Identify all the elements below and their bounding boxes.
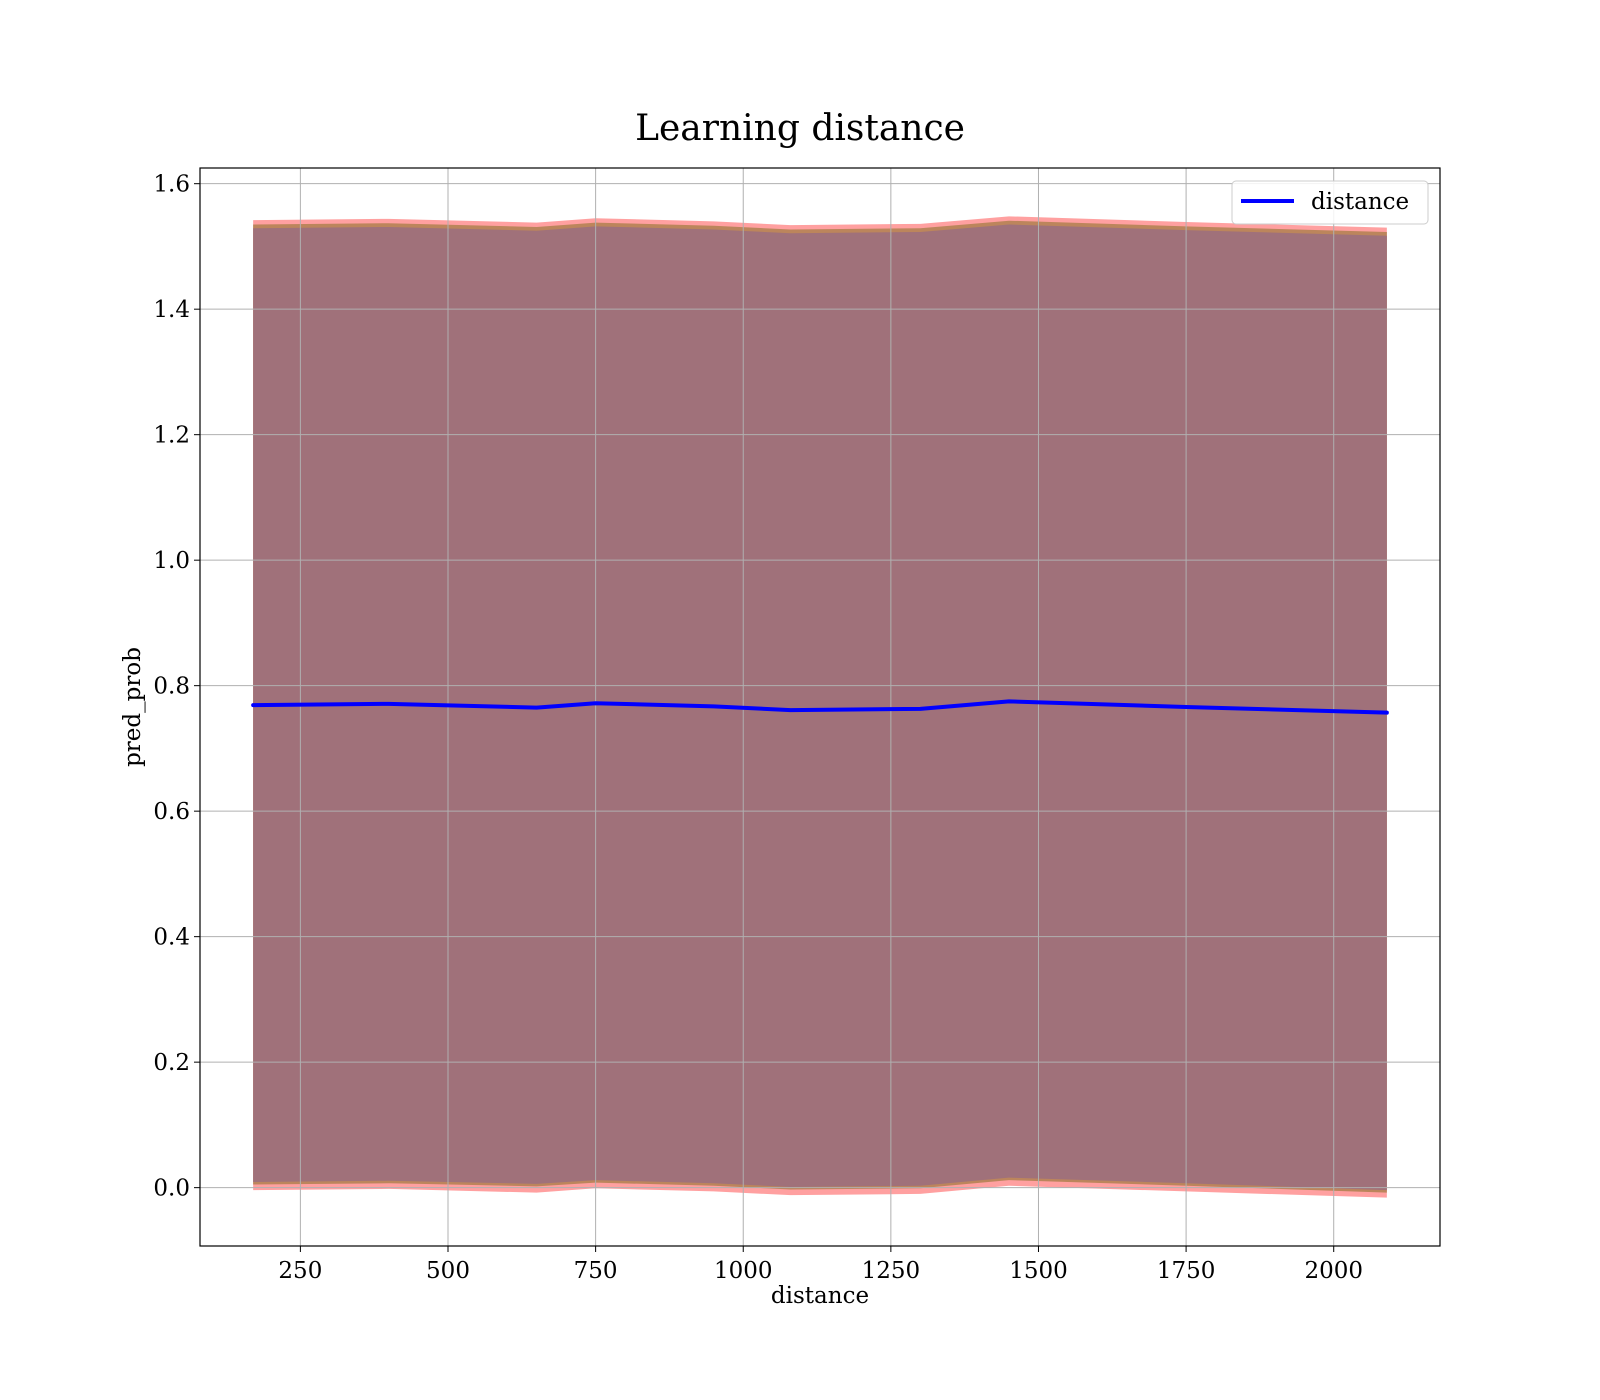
y-tick-label-4: 0.8 bbox=[153, 674, 190, 700]
y-tick-label-8: 1.6 bbox=[153, 172, 190, 198]
y-tick-label-5: 1.0 bbox=[153, 548, 190, 574]
series-line-0 bbox=[251, 699, 1389, 715]
legend: distance bbox=[1231, 180, 1429, 225]
x-tick-label-6: 1750 bbox=[1157, 1258, 1216, 1284]
confidence-band-2 bbox=[253, 224, 1387, 1191]
y-tick-label-0: 0.0 bbox=[153, 1176, 190, 1202]
x-tick-label-2: 750 bbox=[574, 1258, 618, 1284]
y-tick-label-1: 0.2 bbox=[153, 1050, 190, 1076]
x-tick-label-3: 1000 bbox=[714, 1258, 773, 1284]
ticks-layer: 250 500 750 1000 1250 1500 1750 2000 0.0 0.2 0.4 0.… bbox=[153, 172, 1363, 1284]
plot-frame bbox=[199, 167, 1441, 1247]
y-tick-label-3: 0.6 bbox=[153, 799, 190, 825]
y-axis-label: pred_prob bbox=[120, 647, 146, 767]
x-tick-label-1: 500 bbox=[426, 1258, 470, 1284]
x-tick-label-0: 250 bbox=[278, 1258, 322, 1284]
legend-label: distance bbox=[1311, 189, 1409, 215]
x-axis-label: distance bbox=[771, 1283, 869, 1309]
chart-title: Learning distance bbox=[635, 108, 965, 149]
x-tick-label-7: 2000 bbox=[1304, 1258, 1363, 1284]
x-tick-label-4: 1250 bbox=[862, 1258, 921, 1284]
y-tick-label-2: 0.4 bbox=[153, 925, 190, 951]
bands-layer bbox=[253, 216, 1387, 1198]
x-tick-label-5: 1500 bbox=[1009, 1258, 1068, 1284]
y-tick-label-6: 1.2 bbox=[153, 423, 190, 449]
legend-box bbox=[1231, 180, 1429, 225]
y-tick-label-7: 1.4 bbox=[153, 297, 190, 323]
series-layer bbox=[251, 699, 1389, 715]
